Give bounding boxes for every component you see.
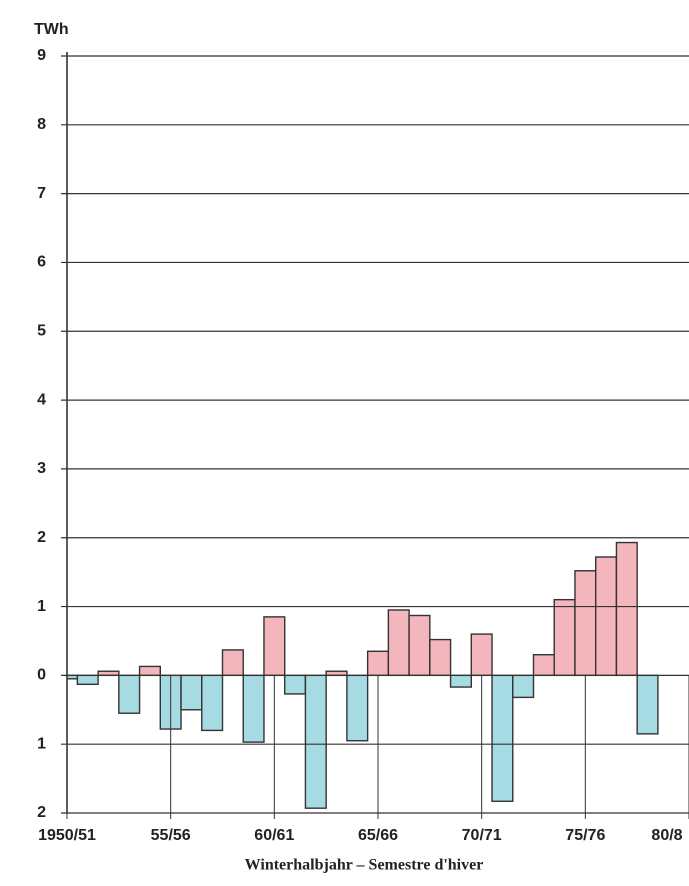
y-tick-label: 5 xyxy=(37,322,46,339)
x-tick-label: 1950/51 xyxy=(38,827,96,844)
bar xyxy=(553,598,576,677)
x-axis-title: Winterhalbjahr – Semestre d'hiver xyxy=(245,857,484,874)
bar xyxy=(532,654,555,677)
bar xyxy=(429,638,452,677)
bar xyxy=(263,616,286,677)
x-tick-label: 60/61 xyxy=(254,827,294,844)
bar xyxy=(512,674,535,699)
y-tick-label: 2 xyxy=(37,804,46,821)
x-tick-label: 55/56 xyxy=(151,827,191,844)
x-tick-label: 75/76 xyxy=(565,827,605,844)
bar xyxy=(366,650,390,677)
x-tick-label: 65/66 xyxy=(358,827,398,844)
bar xyxy=(491,674,514,803)
y-tick-label: 6 xyxy=(37,254,46,271)
x-tick-label: 70/71 xyxy=(462,827,502,844)
bar xyxy=(408,614,431,677)
x-tick-label: 80/8 xyxy=(651,827,682,844)
bar xyxy=(76,674,99,686)
bar xyxy=(284,674,307,695)
bar xyxy=(201,674,224,732)
bar xyxy=(118,674,141,714)
bar xyxy=(304,674,327,809)
y-tick-label: 1 xyxy=(37,598,46,615)
y-tick-label: 0 xyxy=(37,667,46,684)
bar xyxy=(574,570,597,677)
bar xyxy=(138,665,161,677)
bar xyxy=(449,674,473,688)
bar xyxy=(387,609,410,677)
plot-area xyxy=(67,541,659,809)
bar xyxy=(595,556,618,677)
y-tick-label: 8 xyxy=(37,116,46,133)
bar xyxy=(615,541,638,677)
bar xyxy=(346,674,369,742)
bar xyxy=(97,670,120,677)
bar xyxy=(221,649,244,677)
bar xyxy=(180,674,203,711)
bar xyxy=(325,670,348,677)
y-tick-label: 2 xyxy=(37,529,46,546)
bar xyxy=(636,674,659,735)
y-tick-label: 1 xyxy=(37,735,46,752)
y-tick-label: 4 xyxy=(37,391,46,408)
y-unit: TWh xyxy=(34,21,69,38)
y-tick-label: 7 xyxy=(37,185,46,202)
bar xyxy=(470,633,493,677)
bar xyxy=(242,674,265,743)
y-tick-label: 9 xyxy=(37,47,46,64)
y-tick-label: 3 xyxy=(37,460,46,477)
